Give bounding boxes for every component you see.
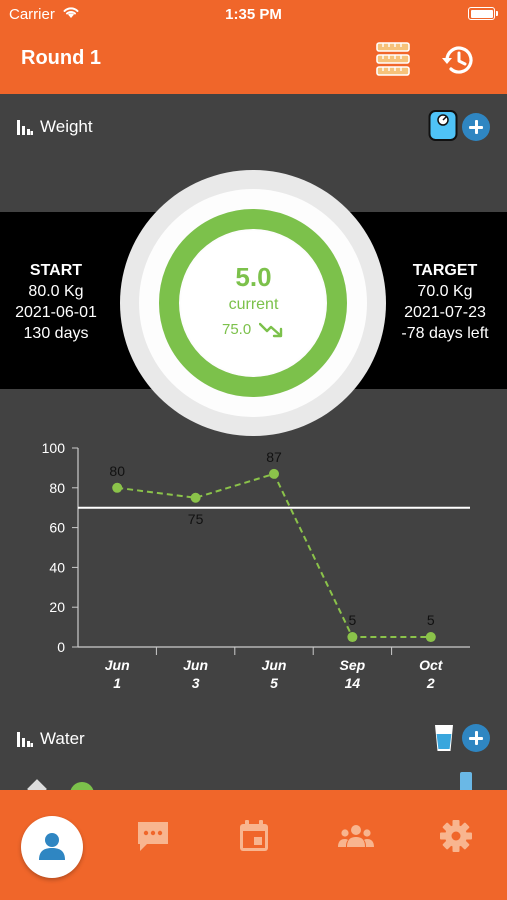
water-label: Water	[40, 729, 85, 748]
target-days: -78 days left	[401, 325, 489, 342]
data-label: 87	[266, 449, 282, 465]
data-label: 75	[188, 511, 204, 527]
target-summary: TARGET 70.0 Kg 2021-07-23 -78 days left	[390, 260, 500, 344]
target-weight: 70.0 Kg	[417, 283, 473, 300]
tab-settings[interactable]	[438, 818, 474, 854]
status-bar: Carrier 1:35 PM	[0, 0, 507, 28]
tab-groups[interactable]	[336, 818, 376, 854]
x-tick-label-month: Oct	[419, 657, 444, 673]
data-label: 5	[427, 612, 435, 628]
top-header: Carrier 1:35 PM Round 1	[0, 0, 507, 94]
start-days: 130 days	[23, 325, 89, 342]
measuring-tape-icon[interactable]	[374, 40, 412, 78]
bar-chart-icon	[17, 732, 33, 747]
data-point	[190, 492, 201, 503]
target-heading: TARGET	[412, 262, 478, 279]
add-weight-button[interactable]	[462, 113, 490, 141]
start-weight: 80.0 Kg	[28, 283, 84, 300]
carrier-label: Carrier	[9, 6, 55, 23]
x-tick-label-day: 3	[192, 675, 200, 691]
y-tick-label: 60	[49, 520, 65, 536]
start-heading: START	[29, 262, 83, 279]
tab-messages[interactable]	[135, 818, 171, 854]
person-icon	[39, 833, 65, 860]
tab-calendar[interactable]	[236, 818, 272, 854]
y-tick-label: 40	[49, 559, 65, 575]
x-tick-label-month: Sep	[340, 657, 366, 673]
bottle-icon	[460, 772, 472, 792]
data-point	[425, 632, 436, 643]
x-tick-label-month: Jun	[105, 657, 130, 673]
weight-series-line	[117, 472, 431, 639]
y-tick-label: 20	[49, 599, 65, 615]
current-weight: 75.0	[222, 321, 252, 338]
start-summary: START 80.0 Kg 2021-06-01 130 days	[0, 260, 112, 344]
water-glass-icon[interactable]	[434, 724, 454, 752]
weight-line-chart: 0 20 40 60 80 100 Jun 1 Jun 3 Jun 5 Sep 14 Oct 2 80 75 87 5…	[42, 440, 470, 691]
add-water-button[interactable]	[462, 724, 490, 752]
page-title: Round 1	[21, 47, 101, 69]
x-tick-label-day: 5	[270, 675, 278, 691]
x-tick-label-day: 1	[113, 675, 121, 691]
bar-chart-icon	[17, 120, 33, 135]
y-tick-label: 100	[42, 440, 66, 456]
y-tick-label: 80	[49, 480, 65, 496]
weight-section-header: Weight	[0, 108, 507, 148]
status-time: 1:35 PM	[225, 6, 282, 23]
tab-profile[interactable]	[21, 816, 83, 878]
y-tick-label: 0	[57, 639, 65, 655]
weight-progress-gauge	[120, 170, 386, 436]
scale-icon[interactable]	[428, 108, 458, 142]
bottom-tab-bar	[0, 790, 507, 900]
x-tick-label-day: 2	[426, 675, 435, 691]
x-tick-label-day: 14	[345, 675, 361, 691]
data-label: 5	[349, 612, 357, 628]
target-date: 2021-07-23	[404, 304, 486, 321]
gauge-progress-arc	[159, 209, 347, 397]
history-icon[interactable]	[440, 42, 478, 78]
data-point	[269, 468, 279, 479]
weight-label: Weight	[40, 117, 93, 136]
battery-icon	[468, 7, 498, 20]
x-tick-label-month: Jun	[183, 657, 208, 673]
trending-down-icon	[259, 322, 283, 338]
start-date: 2021-06-01	[15, 304, 97, 321]
weight-lost-value: 5.0	[235, 262, 272, 292]
wifi-icon	[63, 7, 79, 18]
data-label: 80	[109, 463, 125, 479]
current-label: current	[228, 296, 279, 313]
data-point	[347, 632, 358, 643]
water-section-header: Water	[0, 720, 507, 760]
data-point	[112, 482, 123, 493]
x-tick-label-month: Jun	[262, 657, 287, 673]
